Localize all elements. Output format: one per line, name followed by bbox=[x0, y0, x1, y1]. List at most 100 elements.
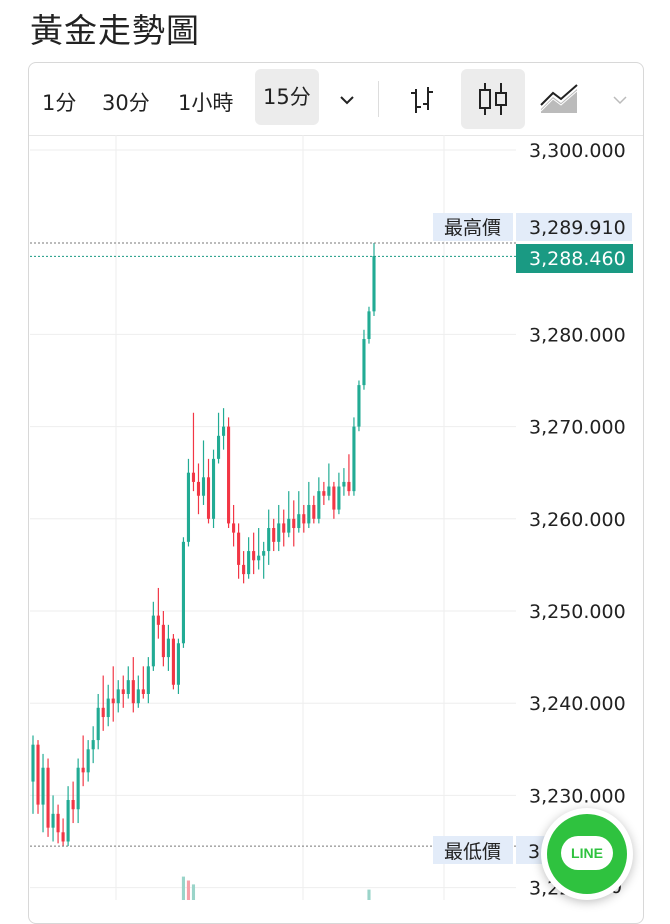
last-price-value: 3,288.460 bbox=[529, 248, 626, 270]
candle-body bbox=[181, 541, 185, 644]
line-share-button[interactable]: LINE bbox=[541, 808, 633, 900]
area-chart-icon[interactable] bbox=[537, 79, 585, 119]
candle-body bbox=[282, 523, 286, 533]
candle-body bbox=[136, 689, 140, 704]
chart-toolbar: 1分 30分 1小時 15分 bbox=[29, 63, 643, 136]
candle-body bbox=[71, 800, 75, 810]
candle-body bbox=[106, 698, 110, 718]
timeframe-30min[interactable]: 30分 bbox=[102, 91, 150, 115]
candlestick-chart[interactable]: 3,300.000 3,280.000 3,270.000 3,260.000 3,25… bbox=[0, 0, 670, 900]
candle-body bbox=[126, 680, 130, 694]
low-value: 3 bbox=[528, 841, 540, 863]
candles bbox=[31, 243, 376, 847]
candle-body bbox=[121, 689, 125, 694]
candle-body bbox=[242, 564, 246, 575]
candle-body bbox=[36, 744, 40, 805]
candle-body bbox=[216, 435, 221, 459]
candle-body bbox=[46, 767, 50, 828]
candle-body bbox=[302, 514, 306, 524]
candle-body bbox=[41, 767, 45, 805]
reference-lines bbox=[30, 242, 516, 847]
candle-body bbox=[257, 555, 261, 561]
candle-body bbox=[357, 385, 361, 427]
candle-body bbox=[151, 615, 155, 667]
timeframe-1min[interactable]: 1分 bbox=[42, 91, 77, 115]
candle-body bbox=[131, 680, 135, 704]
candle-body bbox=[146, 666, 150, 694]
candle-body bbox=[227, 426, 231, 524]
price-tick-label: 3,230.000 bbox=[529, 785, 626, 807]
timeframe-1hour[interactable]: 1小時 bbox=[178, 91, 234, 115]
high-label-bg bbox=[433, 213, 513, 241]
candle-body bbox=[292, 518, 296, 529]
candle-body bbox=[332, 486, 336, 510]
chart-panel: 1分 30分 1小時 15分 bbox=[28, 62, 644, 924]
toolbar-divider bbox=[378, 81, 379, 117]
candle-body bbox=[262, 551, 266, 556]
high-value-bg bbox=[516, 213, 632, 241]
candle-body bbox=[237, 532, 241, 565]
candle-body bbox=[287, 518, 291, 533]
candle-body bbox=[322, 491, 326, 496]
low-label: 最低價 bbox=[444, 841, 501, 863]
candle-body bbox=[56, 813, 60, 833]
price-tick-label: 3,240.000 bbox=[529, 693, 626, 715]
candle-body bbox=[206, 477, 211, 519]
candle-body bbox=[201, 477, 206, 496]
candle-body bbox=[352, 426, 356, 492]
price-labels: 最高價 3,289.910 3,288.460 最低價 3 0 bbox=[433, 213, 633, 898]
candle-body bbox=[96, 707, 100, 741]
candle-body bbox=[297, 514, 301, 529]
chart-grid bbox=[30, 135, 516, 900]
more-chevron-icon[interactable] bbox=[607, 87, 633, 113]
candle-body bbox=[327, 486, 331, 496]
candle-body bbox=[76, 767, 80, 810]
volume-bar bbox=[181, 876, 185, 900]
timeframe-15min[interactable]: 15分 bbox=[255, 69, 319, 125]
price-tick-label: 3,270.000 bbox=[529, 417, 626, 439]
line-logo-icon: LINE bbox=[547, 814, 627, 894]
candle-body bbox=[51, 813, 55, 828]
price-tick-label: 3,250.000 bbox=[529, 601, 626, 623]
last-price-bg bbox=[516, 244, 633, 273]
candlestick-icon[interactable] bbox=[461, 69, 525, 129]
line-button-label: LINE bbox=[571, 845, 603, 861]
volume-bar bbox=[367, 889, 371, 900]
candle-body bbox=[222, 426, 226, 436]
volume-bar bbox=[191, 884, 196, 900]
candle-body bbox=[277, 523, 281, 542]
price-tick-label: 3,260.000 bbox=[529, 509, 626, 531]
candle-body bbox=[272, 528, 276, 542]
candle-body bbox=[156, 615, 160, 625]
candle-body bbox=[196, 481, 201, 496]
candle-body bbox=[141, 689, 145, 694]
candle-body bbox=[232, 523, 236, 533]
candle-body bbox=[342, 481, 346, 487]
candle-body bbox=[312, 504, 316, 519]
candle-body bbox=[111, 698, 115, 704]
price-axis: 3,300.000 3,280.000 3,270.000 3,260.000 3,25… bbox=[529, 140, 626, 900]
candle-body bbox=[81, 767, 85, 773]
bar-chart-icon[interactable] bbox=[403, 79, 443, 119]
price-tick-label: 3,300.000 bbox=[529, 140, 626, 162]
candle-body bbox=[247, 551, 251, 575]
candle-body bbox=[307, 504, 311, 524]
candle-body bbox=[372, 256, 376, 312]
candle-body bbox=[171, 638, 175, 685]
candle-body bbox=[362, 339, 366, 386]
candle-body bbox=[252, 551, 256, 561]
candle-body bbox=[347, 481, 351, 492]
candle-body bbox=[211, 458, 216, 519]
candle-body bbox=[116, 689, 120, 704]
chevron-down-icon[interactable] bbox=[332, 87, 362, 113]
volume-bar bbox=[186, 880, 191, 900]
candle-body bbox=[337, 486, 341, 510]
candle-body bbox=[186, 472, 191, 542]
candle-body bbox=[161, 624, 165, 658]
high-value: 3,289.910 bbox=[529, 217, 626, 239]
volume-bars bbox=[181, 876, 371, 900]
candle-body bbox=[86, 749, 90, 773]
candle-body bbox=[317, 491, 321, 519]
candle-body bbox=[66, 800, 70, 842]
candle-body bbox=[61, 832, 65, 842]
